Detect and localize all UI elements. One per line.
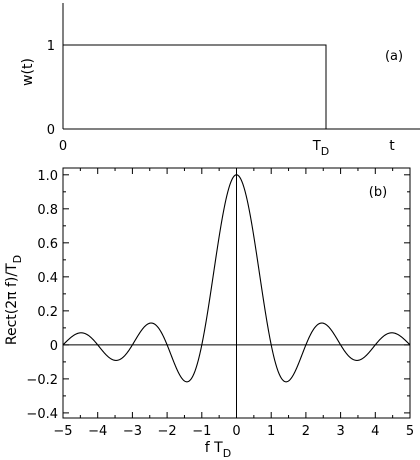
y-tick-label: 1.0 [37, 169, 58, 184]
y-tick-label: 0.8 [37, 203, 58, 218]
panel-label: (b) [369, 185, 387, 200]
y-tick-label: 1 [47, 39, 55, 54]
panel-a-axes [62, 3, 420, 130]
x-tick-label: 3 [336, 424, 344, 439]
x-tick-label: −4 [88, 424, 107, 439]
series-line-sinc [62, 174, 411, 383]
series-line-w [62, 44, 327, 129]
y-axis-label: Rect(2π f)/TD [4, 255, 24, 345]
x-tick-label: 1 [267, 424, 275, 439]
panel-b-axes [62, 167, 411, 419]
x-tick-label: 5 [406, 424, 414, 439]
panel-a-labels: 1 00 TD t w(t) (a) [20, 39, 403, 158]
y-tick-label: 0.6 [37, 237, 58, 252]
x-tick-label: 2 [302, 424, 310, 439]
panel-a-chart: 1 00 TD t w(t) (a) [20, 3, 420, 158]
panel-b-chart: −5 −4 −3 −2 −1 0 1 2 3 4 5 −0.4 −0.2 0 0.2 0.4 0.6 0.8 1.0… [4, 167, 414, 460]
x-tick-label: −1 [192, 424, 211, 439]
x-axis-label: f TD [205, 440, 231, 460]
x-axis-label: t [389, 138, 395, 154]
x-tick-label: 0 [59, 139, 67, 154]
panel-b-curve [62, 174, 411, 383]
x-tick-label: TD [312, 139, 329, 158]
x-tick-label: −5 [53, 424, 72, 439]
panel-a-curve [62, 44, 327, 129]
y-tick-label: −0.4 [26, 407, 58, 422]
x-tick-label: −2 [158, 424, 177, 439]
y-axis-label: w(t) [20, 58, 36, 86]
y-tick-label: 0.2 [37, 305, 58, 320]
y-tick-label: 0 [47, 123, 55, 138]
panel-b-labels: −5 −4 −3 −2 −1 0 1 2 3 4 5 −0.4 −0.2 0 0.2 0.4 0.6 0.8 1.0… [4, 169, 414, 460]
x-tick-label: 0 [232, 424, 240, 439]
x-tick-label: 4 [371, 424, 379, 439]
panel-label: (a) [385, 49, 403, 64]
y-tick-label: 0 [50, 339, 58, 354]
y-tick-label: 0.4 [37, 271, 58, 286]
x-tick-label: −3 [123, 424, 142, 439]
panel-b-ticks [62, 168, 411, 418]
y-tick-label: −0.2 [26, 373, 58, 388]
